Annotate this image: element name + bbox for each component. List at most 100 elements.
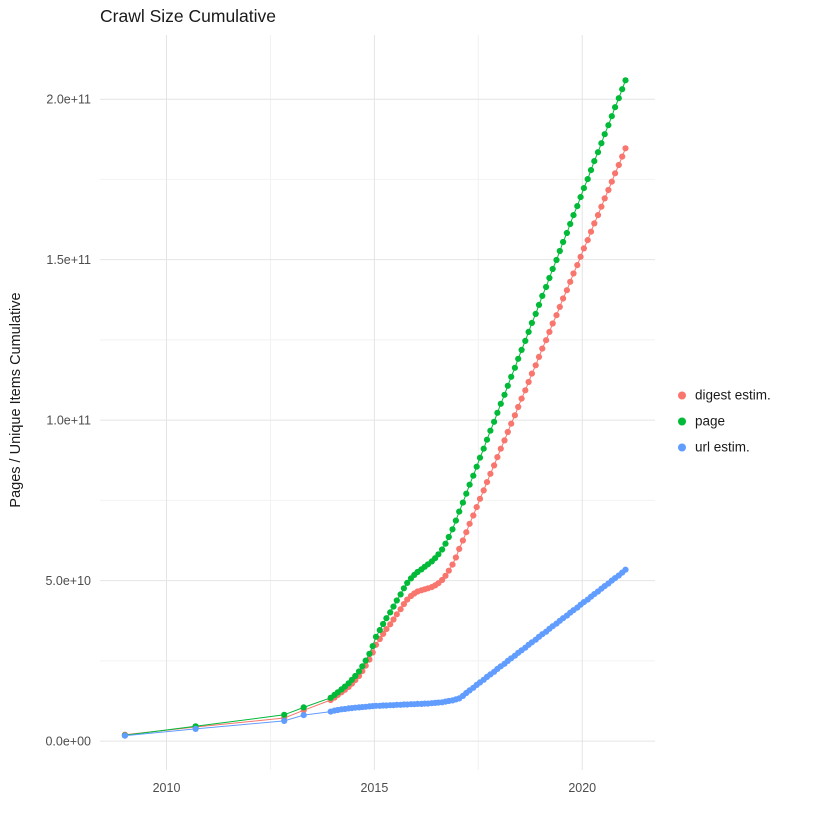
data-point xyxy=(456,508,463,515)
data-point xyxy=(591,220,598,227)
x-tick-label: 2010 xyxy=(153,781,181,795)
data-point xyxy=(601,131,608,138)
data-point xyxy=(456,545,463,553)
chart-title: Crawl Size Cumulative xyxy=(100,6,277,26)
data-point xyxy=(404,579,411,587)
data-point xyxy=(400,585,407,592)
data-point xyxy=(369,643,376,650)
data-point xyxy=(608,113,615,120)
data-point xyxy=(372,633,380,640)
data-point xyxy=(435,551,442,558)
data-point xyxy=(546,328,553,335)
legend-item-url-estim: url estim. xyxy=(678,438,771,457)
data-point xyxy=(192,725,199,733)
data-point xyxy=(501,437,508,444)
data-point xyxy=(355,668,363,675)
data-point xyxy=(515,403,522,411)
data-point xyxy=(525,328,532,335)
data-point xyxy=(556,247,563,255)
data-point xyxy=(535,353,543,360)
data-point xyxy=(480,445,487,452)
data-point xyxy=(445,533,452,541)
data-point xyxy=(400,601,407,608)
data-point xyxy=(393,611,400,618)
data-point xyxy=(518,395,525,402)
data-point xyxy=(577,194,584,201)
data-point xyxy=(539,292,546,299)
y-tick-label: 0.0e+00 xyxy=(45,735,91,749)
legend-label-digest-estim: digest estim. xyxy=(695,387,771,403)
data-point xyxy=(366,650,373,657)
data-point xyxy=(491,462,498,469)
data-point xyxy=(439,546,446,553)
data-point xyxy=(508,373,515,380)
data-point xyxy=(352,672,359,680)
x-tick-label: 2015 xyxy=(360,781,388,795)
y-tick-label: 2.0e+11 xyxy=(46,93,91,107)
data-point xyxy=(601,195,608,202)
data-point xyxy=(449,526,456,533)
data-point xyxy=(470,512,477,519)
data-point xyxy=(570,212,577,219)
data-point xyxy=(397,606,404,613)
data-point xyxy=(511,364,518,371)
data-point xyxy=(459,499,466,506)
data-point xyxy=(359,663,366,670)
data-point xyxy=(452,554,459,561)
data-point xyxy=(584,237,591,244)
legend-key-page-icon xyxy=(678,417,686,425)
data-point xyxy=(459,537,466,544)
data-point xyxy=(612,170,619,177)
data-point xyxy=(615,161,622,169)
legend-item-page: page xyxy=(678,412,771,431)
y-tick-label: 1.5e+11 xyxy=(46,253,91,267)
data-point xyxy=(567,278,574,285)
legend-item-digest-estim: digest estim. xyxy=(678,386,771,405)
data-point xyxy=(580,245,588,252)
data-point xyxy=(619,86,626,93)
data-point xyxy=(549,265,556,273)
data-point xyxy=(528,370,536,377)
data-point xyxy=(535,301,543,308)
data-point xyxy=(491,418,498,425)
data-point xyxy=(383,626,390,633)
data-point xyxy=(515,355,522,362)
data-point xyxy=(387,621,394,628)
data-point xyxy=(560,295,567,302)
data-point xyxy=(594,212,602,219)
data-point xyxy=(622,566,629,573)
data-point xyxy=(619,153,626,160)
data-point xyxy=(622,77,629,84)
legend-key-digest-estim-icon xyxy=(678,391,686,399)
data-point xyxy=(442,540,449,547)
data-point xyxy=(522,387,529,394)
legend-key-url-estim-icon xyxy=(678,443,686,451)
data-point xyxy=(608,178,615,185)
data-point xyxy=(463,529,470,536)
data-point xyxy=(483,436,491,443)
data-point xyxy=(487,427,494,434)
data-point xyxy=(574,203,581,210)
data-point xyxy=(476,454,484,461)
data-point xyxy=(449,561,456,568)
data-point xyxy=(466,481,473,488)
data-point xyxy=(584,176,591,183)
data-point xyxy=(380,620,387,628)
data-point xyxy=(570,270,577,277)
data-point xyxy=(463,490,470,497)
data-point xyxy=(281,717,288,725)
data-point xyxy=(390,616,397,623)
data-point xyxy=(281,711,288,718)
y-tick-label: 5.0e+10 xyxy=(45,574,91,588)
data-point xyxy=(470,472,477,479)
data-point xyxy=(494,409,501,416)
data-point xyxy=(612,104,619,111)
data-point xyxy=(605,122,612,129)
data-point xyxy=(580,185,588,192)
data-point xyxy=(497,400,504,407)
data-point xyxy=(504,382,511,389)
data-point xyxy=(362,657,369,664)
data-point xyxy=(439,576,446,584)
data-point xyxy=(452,517,459,524)
data-point xyxy=(546,274,553,282)
